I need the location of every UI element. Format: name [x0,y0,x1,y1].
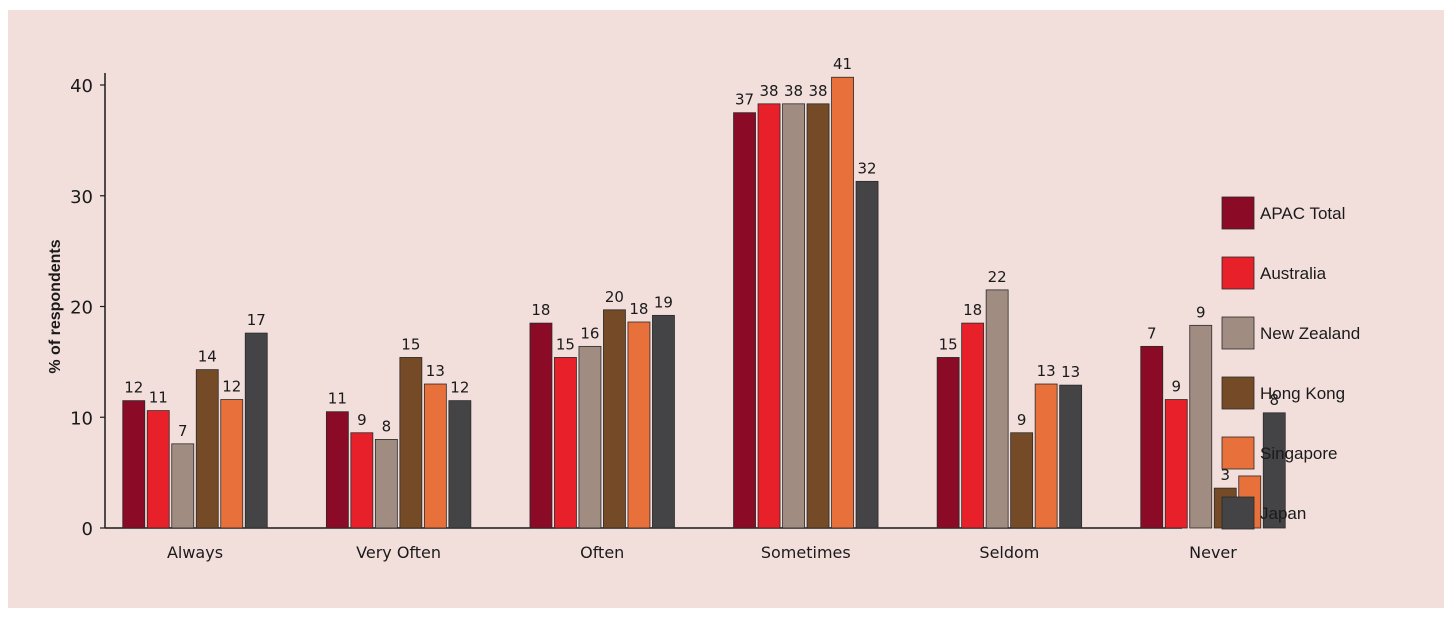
bar-value-label: 8 [1269,391,1279,409]
bar-value-label: 3 [1220,466,1230,484]
bar [1010,432,1034,529]
bar [399,357,423,529]
bar [195,369,219,529]
legend-swatch [1221,316,1255,350]
bar [1059,384,1083,529]
legend-label: APAC Total [1260,204,1345,223]
legend-swatch [1221,436,1255,470]
legend-swatch [1221,196,1255,230]
bar-value-label: 11 [149,389,168,407]
bar-value-label: 7 [1147,324,1157,342]
bar-value-label: 12 [450,379,469,397]
chart-panel: 0 10 20 30 40 % of respondents Always Very Ofte… [8,10,1444,608]
bar-value-label: 20 [605,288,624,306]
bar-value-label: 13 [426,362,445,380]
bar [146,410,170,529]
x-category-label: Sometimes [761,543,851,562]
bar-value-label: 12 [222,378,241,396]
bar [652,314,675,529]
x-category-label: Never [1189,543,1237,562]
legend: APAC Total Australia New Zealand Hong Kong S… [1221,196,1360,530]
y-axis-title: % of respondents [47,239,64,373]
bar [1262,412,1286,529]
legend-swatch [1221,256,1255,290]
bar-value-label: 18 [963,301,982,319]
bar-value-label: 18 [629,300,648,318]
bar [374,438,398,529]
bar [1164,399,1188,529]
bar-value-label: 15 [401,335,420,353]
bar [578,345,602,529]
bar [220,399,244,529]
legend-label: New Zealand [1260,324,1360,343]
bar [1140,345,1164,529]
legend-swatch [1221,376,1255,410]
legend-label: Hong Kong [1260,384,1345,403]
bar-value-label: 22 [988,268,1007,286]
bar-value-label: 9 [1017,411,1027,429]
y-tick-label: 40 [70,76,93,97]
bar-value-label: 41 [833,55,852,73]
bar [733,112,756,529]
bar [961,322,985,529]
bar-value-label: 38 [784,82,803,100]
bar-value-label: 13 [1037,362,1056,380]
x-category-label: Very Often [356,543,441,562]
y-tick-label: 30 [70,187,93,208]
bar-value-label: 37 [735,91,754,109]
bar [985,289,1009,529]
bar-value-label: 16 [580,324,599,342]
bar [1034,383,1058,529]
legend-label: Australia [1260,264,1327,283]
legend-label: Singapore [1260,444,1338,463]
y-tick-label: 10 [70,408,93,429]
bar [423,383,447,529]
bar [627,321,651,529]
legend-label: Japan [1260,504,1306,523]
bar [171,443,195,529]
bar-value-label: 18 [531,301,550,319]
bar-value-label: 15 [556,335,575,353]
x-category-label: Often [580,543,624,562]
bar [350,432,374,529]
bar [831,76,854,529]
bar [244,332,268,529]
x-category-label: Always [167,543,223,562]
bar-value-label: 13 [1061,363,1080,381]
bar-value-label: 11 [328,390,347,408]
bar-value-label: 38 [760,82,779,100]
bar-value-label: 15 [939,335,958,353]
bar-chart: 0 10 20 30 40 % of respondents Always Very Ofte… [8,10,1444,608]
bar-value-label: 32 [858,159,877,177]
y-tick-label: 0 [82,519,93,540]
bar [806,103,830,529]
bar-value-label: 38 [809,82,828,100]
bar [122,400,146,529]
bar [529,322,553,529]
bar-value-label: 12 [124,379,143,397]
bar-value-label: 9 [1196,303,1206,321]
bar [936,357,960,529]
bar-value-label: 9 [1171,378,1181,396]
bar [325,411,349,529]
bar-value-label: 9 [357,411,367,429]
bar [757,103,781,529]
bar [603,309,626,529]
bar [855,180,879,529]
bar-value-label: 7 [178,422,188,440]
bar [554,357,577,529]
legend-swatch [1221,496,1255,530]
x-category-label: Seldom [979,543,1039,562]
bar [1189,324,1213,529]
bar-value-label: 19 [654,293,673,311]
bar [782,103,805,529]
bar-value-label: 17 [247,311,266,329]
bar-value-label: 14 [198,348,217,366]
y-tick-label: 20 [70,298,93,319]
bar [448,400,472,529]
bar-value-label: 8 [382,417,392,435]
